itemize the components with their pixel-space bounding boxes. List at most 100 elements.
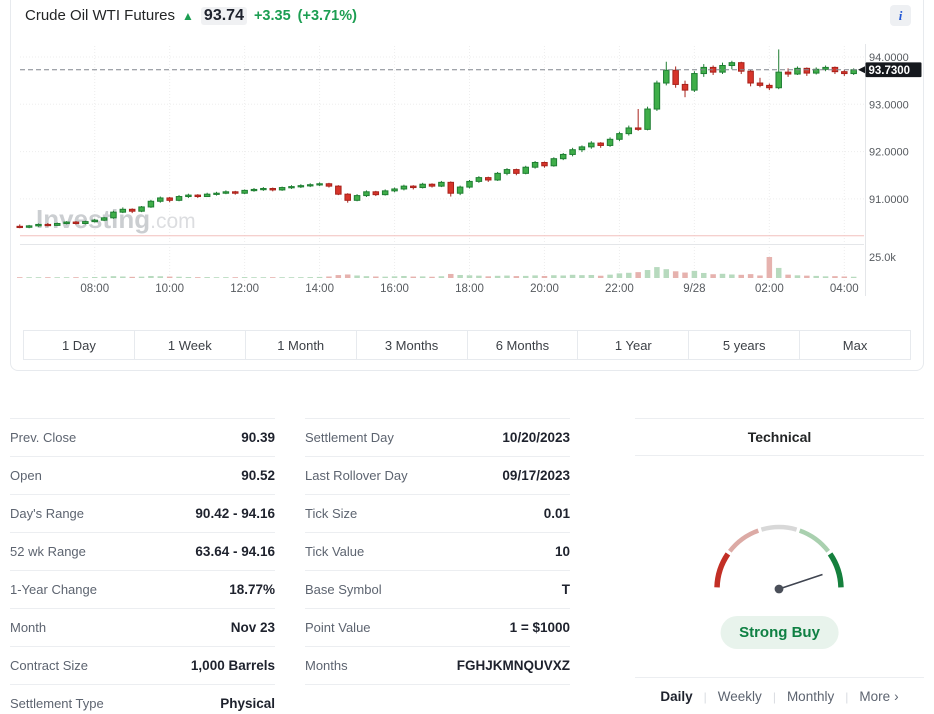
tab-more[interactable]: More › (859, 689, 898, 704)
candle-body (241, 189, 248, 194)
candle-body (250, 188, 258, 192)
volume-bar (513, 276, 520, 278)
volume-bar (448, 273, 454, 278)
tab-monthly[interactable]: Monthly (787, 689, 834, 704)
volume-bar (579, 275, 585, 278)
stat-value: Nov 23 (230, 620, 275, 635)
candle-body (400, 185, 408, 190)
gauge-segment-strong-buy (827, 552, 844, 588)
candle-body (119, 208, 127, 213)
timeframe-button-3-months[interactable]: 3 Months (355, 331, 467, 359)
volume-bar (494, 275, 501, 278)
candle-body (466, 180, 473, 188)
info-icon[interactable]: i (890, 5, 911, 26)
volume-bar (551, 275, 557, 278)
watermark: Investing.com (36, 204, 196, 234)
y-tick-label: 94.0000 (869, 52, 909, 64)
candle-body (784, 71, 792, 75)
volume-bar (176, 276, 182, 278)
technical-signal-badge[interactable]: Strong Buy (720, 616, 839, 649)
volume-bar (232, 277, 239, 278)
volume-bar (682, 272, 688, 278)
technical-gauge (714, 524, 844, 594)
candle-body (597, 142, 604, 146)
volume-bar (504, 275, 510, 278)
candle-body (391, 188, 398, 192)
x-tick-label: 04:00 (830, 283, 859, 295)
candle-body (663, 69, 670, 84)
candle-body (803, 67, 811, 74)
candle-body (288, 186, 295, 189)
candle-body (681, 83, 689, 91)
volume-bar (457, 274, 463, 278)
candle-body (147, 200, 155, 208)
x-tick-label: 20:00 (530, 283, 559, 295)
candle-body (588, 142, 595, 148)
volume-bar (541, 275, 548, 278)
volume-bar (466, 275, 473, 278)
candle-body (850, 69, 857, 75)
table-row: Settlement Day 10/20/2023 (305, 419, 570, 457)
volume-bar (701, 272, 707, 278)
y-tick-label: 92.0000 (869, 147, 909, 159)
tab-daily[interactable]: Daily (660, 689, 692, 704)
candlestick-chart[interactable]: 08:00 10:00 12:00 14:00 16:00 18:00 20:00 22:00… (0, 0, 934, 310)
gauge-segment-sell (728, 528, 760, 553)
timeframe-button-6-months[interactable]: 6 Months (466, 331, 578, 359)
timeframe-button-max[interactable]: Max (799, 331, 910, 359)
candle-body (232, 191, 239, 194)
volume-bar (794, 275, 801, 278)
candle-body (185, 194, 192, 198)
volume-axis-label: 25.0k (869, 252, 896, 264)
volume-bar (223, 277, 229, 278)
volume-bar (822, 276, 829, 278)
stat-value: 10/20/2023 (502, 430, 570, 445)
tab-label: More (859, 689, 891, 704)
timeframe-button-5-years[interactable]: 5 years (688, 331, 799, 359)
table-row: Point Value 1 = $1000 (305, 609, 570, 647)
candle-body (475, 177, 483, 182)
candle-body (756, 82, 764, 86)
volume-bar (35, 277, 42, 278)
tab-label: Weekly (717, 689, 762, 704)
candle-body (569, 149, 576, 155)
volume-bar (391, 276, 398, 278)
timeframe-button-1-day[interactable]: 1 Day (61, 337, 96, 353)
x-tick-label: 14:00 (305, 283, 334, 295)
candle-body (438, 181, 445, 187)
candle-body (91, 219, 98, 223)
volume-bar (260, 277, 267, 278)
candle-body (737, 62, 745, 72)
candle-body (16, 225, 23, 229)
timeframe-button-1-week[interactable]: 1 Week (133, 331, 245, 359)
volume-bar (110, 276, 117, 278)
volume-bar (522, 275, 529, 278)
candle-body (766, 84, 773, 89)
tab-weekly[interactable]: Weekly (718, 689, 762, 704)
candle-body (175, 196, 183, 201)
volume-bar (326, 276, 332, 278)
gauge-segment-neutral (760, 524, 798, 532)
candle-body (25, 225, 33, 228)
tab-divider: | (703, 689, 707, 704)
volume-bar (344, 274, 351, 278)
candle-body (53, 222, 61, 226)
tab-label: Daily (660, 689, 693, 704)
stat-value: 1 = $1000 (509, 620, 570, 635)
candle-body (494, 172, 501, 181)
volume-bar (251, 277, 257, 278)
x-tick-label: 10:00 (155, 283, 184, 295)
candle-body (203, 193, 211, 198)
stat-value: 0.01 (543, 506, 570, 521)
volume-bar (82, 277, 89, 278)
volume-bar (91, 276, 98, 278)
candle-body (82, 221, 89, 224)
timeframe-button-1-year[interactable]: 1 Year (577, 331, 688, 359)
technical-title: Technical (635, 418, 924, 456)
volume-bar (401, 275, 407, 278)
stat-label: Months (305, 658, 348, 673)
candle-body (138, 206, 145, 212)
candle-body (653, 82, 661, 110)
timeframe-button-1-month[interactable]: 1 Month (244, 331, 356, 359)
y-tick-label: 93.0000 (869, 99, 909, 111)
